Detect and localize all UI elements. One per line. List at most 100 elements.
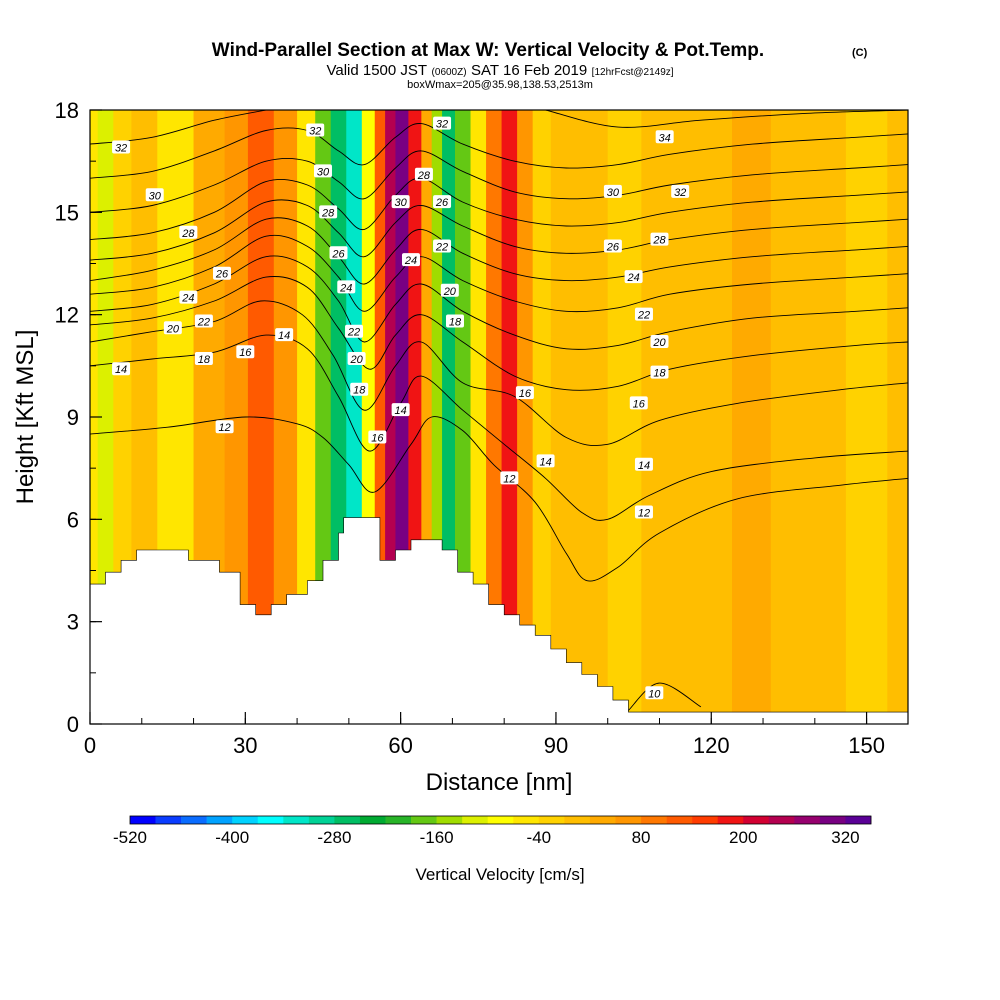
colorbar-swatch	[308, 816, 335, 824]
y-tick-label: 9	[67, 405, 79, 430]
contour-label-box	[500, 471, 519, 485]
contour-label: 10	[645, 686, 664, 700]
contour-label: 14	[112, 362, 131, 376]
contour-label-box	[655, 130, 674, 144]
contour-label-box	[603, 184, 622, 198]
contour-label: 12	[215, 420, 234, 434]
contour-label-text: 12	[218, 422, 230, 434]
contour-label-text: 28	[321, 207, 335, 219]
contour-label-box	[634, 505, 653, 519]
x-tick-label: 0	[84, 733, 96, 758]
theta-contour	[90, 199, 908, 261]
contour-label-box	[163, 321, 182, 335]
contour-label-box	[391, 195, 410, 209]
contour-label: 20	[440, 283, 459, 298]
w-band	[887, 110, 908, 724]
w-band	[550, 110, 578, 724]
colorbar-swatch	[564, 816, 591, 824]
valid-date: SAT 16 Feb 2019	[471, 62, 587, 79]
contour-label-text: 14	[539, 456, 551, 468]
contour-label: 16	[629, 396, 648, 410]
contour-label-box	[179, 225, 198, 239]
contour-label-box	[236, 345, 255, 359]
contour-label: 22	[433, 239, 452, 253]
colorbar-swatch	[615, 816, 642, 824]
contour-label: 22	[345, 324, 364, 339]
contour-label-box	[629, 396, 648, 410]
contour-label-text: 20	[443, 286, 457, 298]
w-band	[807, 110, 847, 724]
w-band	[470, 110, 487, 724]
w-band	[385, 110, 397, 724]
contour-label-box	[313, 164, 332, 178]
contour-label-box	[433, 195, 452, 209]
contour-label-text: 16	[519, 388, 532, 400]
contour-label-box	[414, 167, 433, 181]
theta-contour	[90, 416, 908, 582]
colorbar-swatch	[462, 816, 489, 824]
contour-label-box	[213, 266, 232, 280]
contour-label: 26	[433, 195, 452, 209]
y-tick-label: 18	[55, 98, 79, 123]
contour-label-box	[603, 239, 622, 253]
w-band	[685, 110, 733, 724]
contour-label: 12	[634, 505, 653, 520]
contour-label-text: 12	[503, 473, 515, 485]
contour-label-text: 22	[637, 310, 650, 322]
colorbar-swatch	[436, 816, 463, 824]
contour-label: 12	[500, 471, 519, 485]
w-band	[224, 110, 249, 724]
contour-label-text: 18	[353, 385, 366, 397]
w-band	[486, 110, 503, 724]
contour-label-text: 32	[309, 125, 321, 137]
contour-label: 24	[337, 280, 356, 294]
colorbar-tick-label: 320	[831, 828, 859, 847]
contour-label-text: 28	[181, 228, 195, 240]
colorbar-tick-label: 200	[729, 828, 757, 847]
contour-label: 20	[163, 321, 182, 335]
contour-label: 26	[603, 239, 622, 253]
contour-label-box	[347, 352, 366, 366]
contour-label: 32	[112, 140, 131, 155]
contour-label-box	[650, 365, 669, 379]
colorbar-swatch	[743, 816, 770, 824]
contour-label-text: 28	[652, 235, 666, 247]
contour-label-box	[145, 188, 164, 202]
contour-label-text: 28	[417, 170, 431, 182]
contour-label-text: 20	[652, 337, 666, 349]
colorbar-label: Vertical Velocity [cm/s]	[415, 865, 584, 884]
contour-label-text: 30	[317, 166, 330, 178]
contour-label: 24	[401, 253, 420, 267]
theta-contour	[90, 150, 908, 213]
contour-label: 34	[655, 130, 674, 144]
contour-label-text: 24	[339, 282, 352, 294]
colorbar-swatch	[130, 816, 156, 824]
contour-label: 26	[213, 266, 232, 281]
contour-label: 14	[536, 454, 555, 468]
w-band	[421, 110, 433, 724]
contour-label: 30	[603, 184, 622, 199]
contour-label-text: 12	[638, 508, 650, 520]
x-axis: 0 30 60 90 120 150	[84, 712, 885, 758]
colorbar-swatch	[794, 816, 821, 824]
contour-label-box	[536, 454, 555, 468]
x-tick-label: 150	[848, 733, 885, 758]
contour-label-text: 20	[166, 323, 180, 335]
contour-label-text: 22	[435, 241, 448, 253]
contour-label: 18	[194, 352, 213, 366]
contour-label: 22	[194, 314, 213, 328]
colorbar-frame	[129, 815, 872, 825]
contour-label: 30	[391, 195, 410, 209]
contour-label-box	[368, 430, 387, 444]
contour-label-box	[433, 239, 452, 253]
contour-label: 24	[179, 290, 198, 305]
colorbar-swatch	[692, 816, 718, 824]
contour-label: 22	[634, 307, 653, 322]
x-axis-label: Distance [nm]	[426, 769, 573, 796]
w-band	[97, 110, 114, 724]
contour-label: 32	[671, 184, 690, 199]
contour-label: 16	[515, 386, 534, 400]
contour-label-text: 14	[278, 330, 290, 342]
colorbar-swatch	[334, 816, 361, 824]
colorbar-swatch	[411, 816, 437, 824]
